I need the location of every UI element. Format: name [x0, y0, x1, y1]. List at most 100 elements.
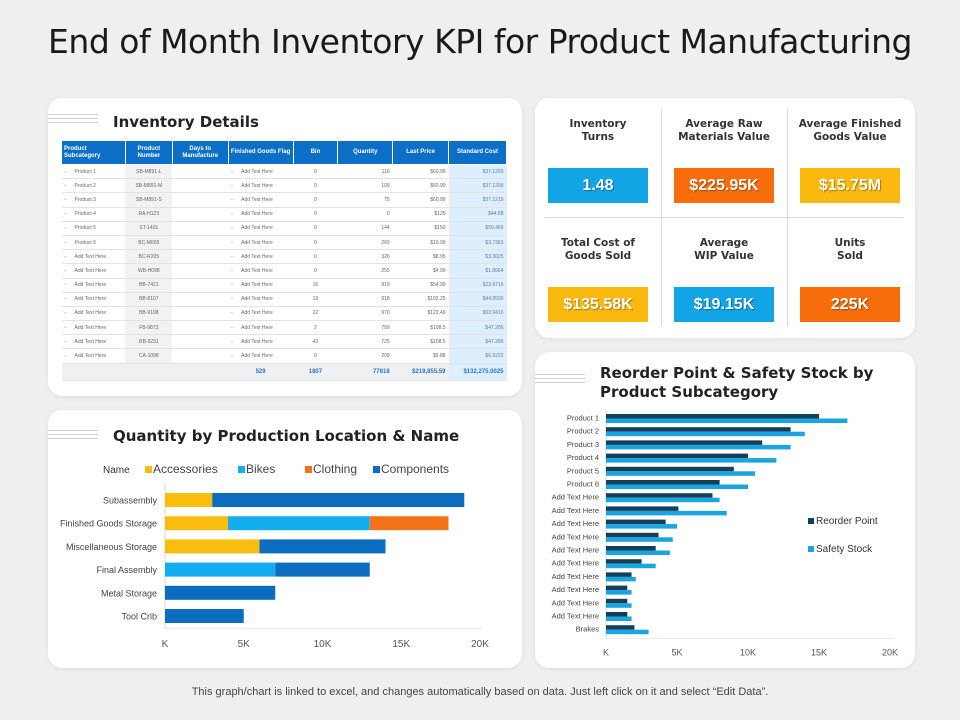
col-header-number[interactable]: Product Number [124, 140, 173, 165]
table-row[interactable]: - Product 4 RA-H123- Add Text Here 0 0 $125 $… [61, 207, 507, 222]
reorder-point-bar[interactable] [606, 453, 748, 459]
table-row[interactable]: - Product 2 SB-M891-M - Add Text Here 0 109 $… [61, 178, 507, 194]
table-row[interactable]: - Add Text Here BB-8107- Add Text Here 19 9… [61, 292, 507, 307]
bar-segment[interactable] [165, 562, 276, 577]
reorder-point-bar[interactable] [606, 519, 666, 525]
legend-swatch [145, 466, 152, 473]
table-row[interactable]: - Product 6 BC-M005- Add Text Here 0 269 $10… [61, 235, 507, 251]
table-row[interactable]: - Add Text Here WB-H098- Add Text Here 0 25… [61, 263, 507, 279]
legend-swatch [373, 466, 380, 473]
safety-stock-bar[interactable] [606, 497, 720, 503]
row-marker: - [64, 211, 67, 218]
bar-segment[interactable] [165, 516, 228, 531]
reorder-point-bar[interactable] [606, 466, 734, 472]
cell-number: RA-H123 [125, 207, 173, 222]
bar-segment[interactable] [369, 516, 449, 531]
table-row[interactable]: - Add Text Here BC-R205- Add Text Here 0 32… [61, 249, 507, 265]
col-header-days[interactable]: Days to Manufacture [171, 140, 229, 165]
col-header-flag[interactable]: Finished Goods Flag [227, 140, 294, 165]
safety-stock-bar[interactable] [606, 458, 777, 463]
row-marker: - [231, 168, 233, 175]
safety-stock-bar[interactable] [606, 471, 756, 476]
safety-stock-bar[interactable] [606, 431, 805, 437]
safety-stock-bar[interactable] [606, 563, 656, 569]
cell-subcategory: - Product 3 [61, 192, 126, 208]
reorder-point-bar[interactable] [606, 625, 635, 630]
cell-standard-cost: $23.9716 [448, 278, 507, 293]
reorder-point-bar[interactable] [606, 480, 720, 485]
bar-segment[interactable] [165, 585, 276, 600]
bar-segment[interactable] [165, 609, 244, 623]
subcategory-text: Add Text Here [74, 310, 107, 317]
cell-flag: - Add Text Here [228, 178, 294, 194]
table-row[interactable]: - Add Text Here BB-9108- Add Text Here 22 9… [61, 306, 507, 322]
reorder-point-bar[interactable] [606, 506, 679, 511]
safety-stock-bar[interactable] [606, 484, 748, 490]
table-row[interactable]: - Product 5 ST-1401- Add Text Here 0 144 $15… [61, 221, 507, 236]
reorder-point-bar[interactable] [606, 493, 713, 498]
cell-flag: - Add Text Here [228, 278, 294, 293]
table-row[interactable]: - Add Text Here RB-9231- Add Text Here 43 7… [61, 334, 507, 350]
col-header-last-price[interactable]: Last Price [392, 140, 450, 165]
reorder-point-bar[interactable] [606, 546, 656, 551]
reorder-point-bar[interactable] [606, 414, 819, 419]
legend-swatch [305, 466, 312, 473]
cell-bin: 0 [293, 221, 338, 236]
cell-days [172, 235, 229, 251]
cell-quantity: 709 [337, 320, 393, 336]
cell-standard-cost: $44.9506 [448, 292, 507, 307]
kpi-tile: Average Raw Materials Value $225.95K [661, 118, 787, 203]
safety-stock-bar[interactable] [606, 444, 791, 450]
legend-swatch [808, 518, 814, 524]
category-label: Miscellaneous Storage [66, 542, 157, 552]
table-row[interactable]: - Add Text Here FB-9873- Add Text Here 2 70… [61, 320, 507, 336]
cell-quantity: 75 [337, 192, 393, 208]
bar-segment[interactable] [275, 562, 370, 577]
safety-stock-bar[interactable] [606, 629, 649, 635]
row-marker: - [231, 324, 233, 331]
bar-segment[interactable] [165, 493, 213, 507]
safety-stock-bar[interactable] [606, 537, 673, 542]
table-row[interactable]: - Product 1 SB-M891-L - Add Text Here 0 116 $… [61, 164, 507, 180]
cell-days [172, 249, 229, 265]
safety-stock-bar[interactable] [606, 418, 848, 424]
reorder-point-bar[interactable] [606, 440, 763, 445]
cell-days [172, 263, 229, 279]
quantity-chart-title: Quantity by Production Location & Name [113, 427, 460, 445]
col-header-subcategory[interactable]: Product Subcategory [61, 140, 126, 165]
reorder-point-bar[interactable] [606, 612, 628, 617]
table-row[interactable]: - Add Text Here CA-1098- Add Text Here 0 20… [61, 348, 507, 364]
kpi-label-line: WIP Value [694, 250, 754, 262]
safety-stock-bar[interactable] [606, 550, 670, 556]
cell-flag: - Add Text Here [228, 334, 294, 350]
table-row[interactable]: - Add Text Here BB-7421- Add Text Here 16 8… [61, 278, 507, 293]
safety-stock-bar[interactable] [606, 603, 632, 608]
safety-stock-bar[interactable] [606, 590, 632, 595]
cell-subcategory: - Add Text Here [61, 348, 126, 364]
col-header-standard-cost[interactable]: Standard Cost [448, 140, 507, 165]
bar-segment[interactable] [259, 539, 386, 554]
bar-segment[interactable] [228, 516, 370, 531]
reorder-point-bar[interactable] [606, 598, 628, 604]
cell-standard-cost: $37.1219 [448, 192, 507, 208]
safety-stock-bar[interactable] [606, 510, 727, 516]
safety-stock-bar[interactable] [606, 616, 632, 622]
table-row[interactable]: - Product 3 SB-M891-S - Add Text Here 0 75 $6… [61, 192, 507, 208]
reorder-point-bar[interactable] [606, 427, 791, 432]
legend-label: Clothing [313, 462, 357, 476]
reorder-point-bar[interactable] [606, 585, 628, 591]
safety-stock-bar[interactable] [606, 576, 636, 582]
bar-segment[interactable] [212, 493, 465, 507]
col-header-bin[interactable]: Bin [292, 140, 339, 165]
cell-number: ST-1401 [125, 221, 173, 236]
cell-quantity: 109 [337, 178, 393, 194]
reorder-point-bar[interactable] [606, 559, 642, 564]
col-header-quantity[interactable]: Quantity [337, 140, 394, 165]
cell-bin: 2 [293, 320, 338, 336]
bar-segment[interactable] [165, 539, 260, 554]
total-empty [172, 363, 229, 381]
reorder-point-bar[interactable] [606, 572, 632, 577]
safety-stock-bar[interactable] [606, 524, 677, 529]
x-tick-label: 10K [740, 647, 756, 657]
reorder-point-bar[interactable] [606, 532, 659, 538]
